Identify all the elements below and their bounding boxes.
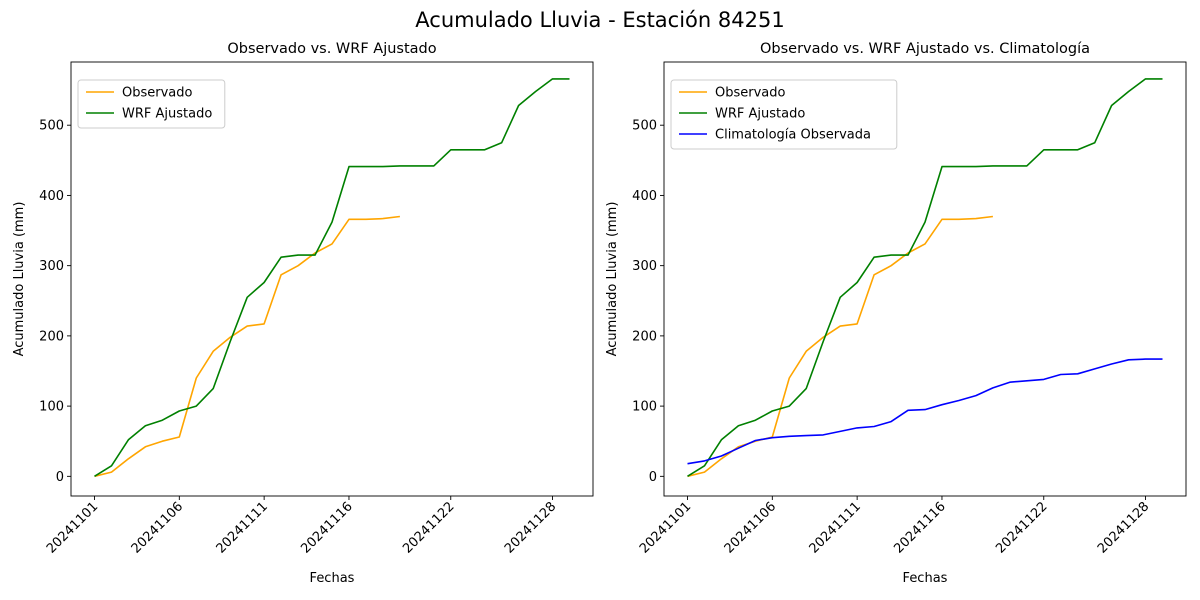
legend-label-3: Climatología Observada: [715, 128, 871, 143]
x-axis-label: Fechas: [310, 571, 355, 586]
chart-title: Observado vs. WRF Ajustado: [227, 41, 436, 57]
series-line-2: [94, 78, 570, 477]
x-tick-label: 20241111: [807, 499, 864, 556]
x-tick-label: 20241106: [129, 499, 186, 556]
y-axis-label: Acumulado Lluvia (mm): [12, 202, 27, 357]
chart-panel-2: Observado vs. WRF Ajustado vs. Climatolo…: [605, 41, 1187, 586]
legend: Observado WRF Ajustado Climatología Observ…: [670, 79, 898, 150]
y-tick-label: 200: [39, 329, 64, 344]
x-tick-label: 20241101: [637, 499, 694, 556]
x-tick-label: 20241116: [891, 499, 948, 556]
x-tick-label: 20241106: [722, 499, 779, 556]
y-tick-label: 500: [632, 119, 657, 134]
x-tick-label: 20241122: [400, 499, 457, 556]
legend-label-2: WRF Ajustado: [715, 107, 805, 122]
series-line-3: [687, 358, 1163, 465]
x-tick-label: 20241116: [298, 499, 355, 556]
y-tick-label: 0: [56, 470, 64, 485]
axes-frame: [70, 61, 594, 497]
x-tick-label: 20241122: [993, 499, 1050, 556]
x-tick-label: 20241128: [1095, 499, 1152, 556]
y-tick-label: 100: [39, 400, 64, 415]
series-line-1: [687, 215, 993, 478]
x-tick-label: 20241128: [502, 499, 559, 556]
legend-label-1: Observado: [715, 86, 786, 101]
x-axis-label: Fechas: [903, 571, 948, 586]
y-tick-label: 300: [632, 259, 657, 274]
x-tick-label: 20241101: [44, 499, 101, 556]
y-tick-label: 400: [632, 189, 657, 204]
axes-frame: [663, 61, 1187, 497]
figure-title: Acumulado Lluvia - Estación 84251: [415, 8, 785, 32]
chart-title: Observado vs. WRF Ajustado vs. Climatolo…: [760, 41, 1090, 57]
y-tick-label: 300: [39, 259, 64, 274]
chart-panel-1: Observado vs. WRF Ajustado 0 100 200 300 400 5…: [12, 41, 594, 586]
y-tick-label: 0: [649, 470, 657, 485]
series-line-1: [94, 215, 400, 478]
y-tick-label: 500: [39, 119, 64, 134]
y-tick-label: 100: [632, 400, 657, 415]
series-line-2: [687, 78, 1163, 477]
legend-label-1: Observado: [122, 86, 193, 101]
legend: Observado WRF Ajustado: [77, 79, 226, 129]
legend-box: [670, 79, 898, 150]
y-tick-label: 200: [632, 329, 657, 344]
legend-box: [77, 79, 226, 129]
x-tick-label: 20241111: [214, 499, 271, 556]
legend-label-2: WRF Ajustado: [122, 107, 212, 122]
y-axis-label: Acumulado Lluvia (mm): [605, 202, 620, 357]
y-tick-label: 400: [39, 189, 64, 204]
